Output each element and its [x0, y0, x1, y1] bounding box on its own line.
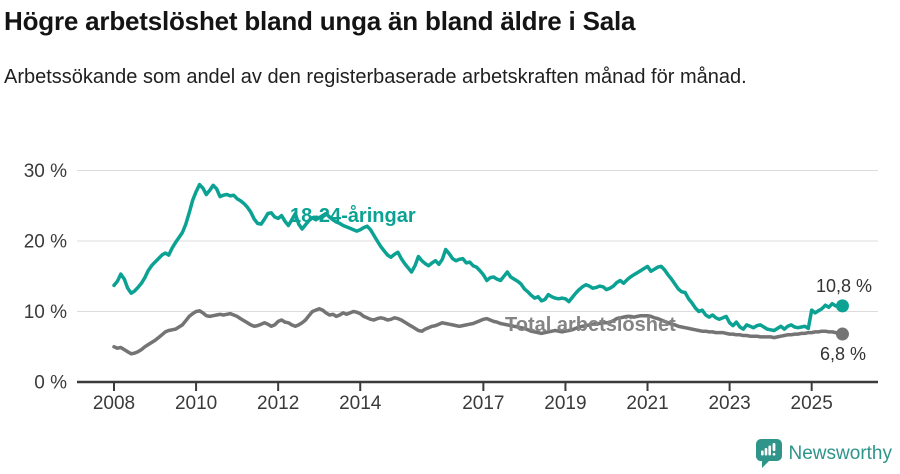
y-tick-label: 0 %: [34, 373, 67, 394]
x-tick-label: 2019: [544, 393, 586, 414]
chart-subtitle: Arbetssökande som andel av den registerb…: [4, 66, 747, 88]
newsworthy-wordmark: Newsworthy: [788, 442, 892, 464]
end-value-label-youth: 10,8 %: [816, 276, 872, 296]
y-axis-labels: 0 % 10 % 20 % 30 %: [24, 161, 67, 394]
x-tick-label: 2010: [175, 393, 217, 414]
end-dot-total: [835, 327, 849, 341]
y-tick-label: 30 %: [24, 161, 67, 182]
x-tick-label: 2025: [791, 393, 833, 414]
y-tick-label: 10 %: [24, 302, 67, 323]
x-axis: [77, 380, 878, 391]
y-tick-label: 20 %: [24, 232, 67, 253]
series-label-youth: 18-24-åringar: [290, 204, 416, 227]
x-tick-label: 2014: [339, 393, 382, 414]
x-tick-label: 2012: [257, 393, 299, 414]
x-axis-labels: 2008 2010 2012 2014 2017 2019 2021 2023 2025: [93, 393, 833, 414]
page-title: Högre arbetslöshet bland unga än bland ä…: [4, 6, 636, 36]
series-label-total: Total arbetslöshet: [505, 314, 676, 336]
series-lines: [112, 182, 849, 356]
gridlines: [77, 170, 878, 312]
newsworthy-logo[interactable]: Newsworthy: [755, 439, 892, 468]
end-dot-youth: [835, 299, 849, 313]
end-value-label-total: 6,8 %: [820, 344, 866, 364]
series-line-total: [112, 306, 845, 356]
x-tick-label: 2017: [462, 393, 504, 414]
x-tick-label: 2021: [626, 393, 668, 414]
series-line-youth: [112, 182, 845, 333]
x-tick-label: 2023: [708, 393, 750, 414]
newsworthy-icon: [755, 439, 782, 468]
x-tick-label: 2008: [93, 393, 135, 414]
